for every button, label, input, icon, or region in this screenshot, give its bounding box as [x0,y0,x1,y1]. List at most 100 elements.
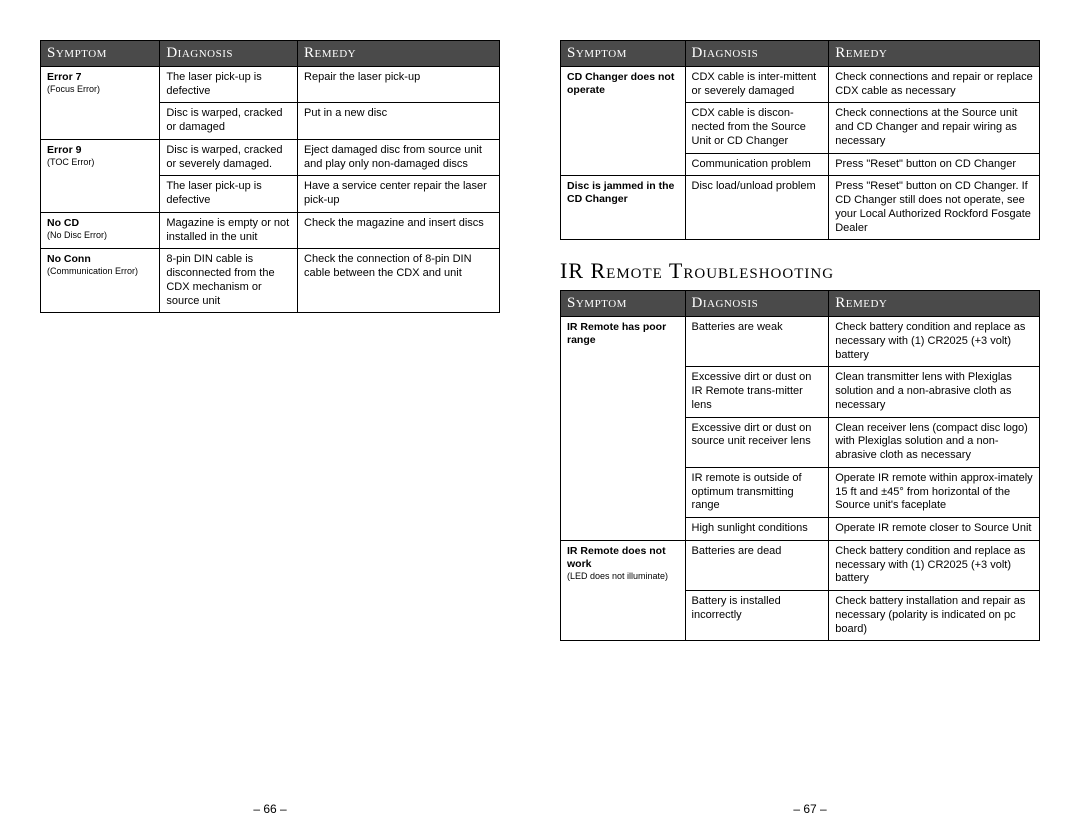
symptom-name: IR Remote does not work [567,545,679,571]
symptom-cell: No Conn(Communication Error) [41,249,160,313]
table-row: Error 9(TOC Error)Disc is warped, cracke… [41,139,500,176]
page-number-right: – 67 – [540,802,1080,816]
symptom-name: No CD [47,217,153,230]
symptom-cell: Disc is jammed in the CD Changer [561,176,686,240]
symptom-name: CD Changer does not operate [567,71,679,97]
symptom-sub: (TOC Error) [47,157,153,168]
diagnosis-cell: Excessive dirt or dust on source unit re… [685,417,829,467]
diagnosis-cell: CDX cable is inter-mittent or severely d… [685,66,829,103]
table-row: Disc is warped, cracked or damagedPut in… [41,103,500,140]
diagnosis-cell: 8-pin DIN cable is disconnected from the… [160,249,298,313]
table-row: Excessive dirt or dust on source unit re… [561,417,1040,467]
col-symptom: Symptom [561,41,686,67]
table-row: High sunlight conditionsOperate IR remot… [561,518,1040,541]
table-row: The laser pick-up is defectiveHave a ser… [41,176,500,213]
diagnosis-cell: Disc is warped, cracked or damaged [160,103,298,140]
remedy-cell: Check battery condition and replace as n… [829,317,1040,367]
remedy-cell: Check battery installation and repair as… [829,591,1040,641]
col-symptom: Symptom [561,291,686,317]
table-header-row: Symptom Diagnosis Remedy [561,41,1040,67]
remedy-cell: Check battery condition and replace as n… [829,540,1040,590]
diagnosis-cell: Batteries are weak [685,317,829,367]
table-row: Disc is jammed in the CD ChangerDisc loa… [561,176,1040,240]
troubleshoot-table-right-top: Symptom Diagnosis Remedy CD Changer does… [560,40,1040,240]
diagnosis-cell: Battery is installed incorrectly [685,591,829,641]
col-symptom: Symptom [41,41,160,67]
symptom-cell [561,103,686,153]
symptom-cell [561,591,686,641]
troubleshoot-table-left: Symptom Diagnosis Remedy Error 7(Focus E… [40,40,500,313]
page-66: Symptom Diagnosis Remedy Error 7(Focus E… [0,0,540,834]
diagnosis-cell: IR remote is outside of optimum transmit… [685,467,829,517]
page-number-left: – 66 – [0,802,540,816]
col-diagnosis: Diagnosis [685,41,829,67]
table-row: CD Changer does not operateCDX cable is … [561,66,1040,103]
remedy-cell: Operate IR remote closer to Source Unit [829,518,1040,541]
symptom-name: IR Remote has poor range [567,321,679,347]
remedy-cell: Press "Reset" button on CD Changer [829,153,1040,176]
symptom-cell: IR Remote does not work(LED does not ill… [561,540,686,590]
diagnosis-cell: The laser pick-up is defective [160,176,298,213]
page-67: Symptom Diagnosis Remedy CD Changer does… [540,0,1080,834]
diagnosis-cell: Magazine is empty or not installed in th… [160,212,298,249]
remedy-cell: Check the connection of 8-pin DIN cable … [298,249,500,313]
symptom-name: Error 9 [47,144,153,157]
symptom-name: Error 7 [47,71,153,84]
symptom-sub: (No Disc Error) [47,230,153,241]
symptom-cell [561,518,686,541]
diagnosis-cell: Disc is warped, cracked or severely dama… [160,139,298,176]
symptom-sub: (Communication Error) [47,266,153,277]
remedy-cell: Check connections and repair or replace … [829,66,1040,103]
symptom-cell [561,367,686,417]
symptom-name: No Conn [47,253,153,266]
table-row: Error 7(Focus Error)The laser pick-up is… [41,66,500,103]
remedy-cell: Repair the laser pick-up [298,66,500,103]
symptom-cell [561,467,686,517]
symptom-cell: Error 9(TOC Error) [41,139,160,176]
table-row: CDX cable is discon-nected from the Sour… [561,103,1040,153]
col-diagnosis: Diagnosis [160,41,298,67]
remedy-cell: Check connections at the Source unit and… [829,103,1040,153]
diagnosis-cell: CDX cable is discon-nected from the Sour… [685,103,829,153]
remedy-cell: Clean transmitter lens with Plexiglas so… [829,367,1040,417]
diagnosis-cell: Disc load/unload problem [685,176,829,240]
table-row: Communication problemPress "Reset" butto… [561,153,1040,176]
symptom-cell [41,103,160,140]
symptom-cell: Error 7(Focus Error) [41,66,160,103]
table-row: IR Remote does not work(LED does not ill… [561,540,1040,590]
col-remedy: Remedy [829,291,1040,317]
symptom-name: Disc is jammed in the CD Changer [567,180,679,206]
remedy-cell: Have a service center repair the laser p… [298,176,500,213]
table-row: No CD(No Disc Error)Magazine is empty or… [41,212,500,249]
remedy-cell: Eject damaged disc from source unit and … [298,139,500,176]
table-row: No Conn(Communication Error)8-pin DIN ca… [41,249,500,313]
diagnosis-cell: Communication problem [685,153,829,176]
col-diagnosis: Diagnosis [685,291,829,317]
diagnosis-cell: The laser pick-up is defective [160,66,298,103]
col-remedy: Remedy [829,41,1040,67]
diagnosis-cell: Batteries are dead [685,540,829,590]
table-row: Excessive dirt or dust on IR Remote tran… [561,367,1040,417]
remedy-cell: Put in a new disc [298,103,500,140]
symptom-cell: CD Changer does not operate [561,66,686,103]
table-header-row: Symptom Diagnosis Remedy [41,41,500,67]
remedy-cell: Clean receiver lens (compact disc logo) … [829,417,1040,467]
symptom-cell [41,176,160,213]
remedy-cell: Press "Reset" button on CD Changer. If C… [829,176,1040,240]
ir-remote-table: Symptom Diagnosis Remedy IR Remote has p… [560,290,1040,641]
remedy-cell: Operate IR remote within approx-imately … [829,467,1040,517]
symptom-sub: (LED does not illuminate) [567,571,679,582]
table-row: IR Remote has poor rangeBatteries are we… [561,317,1040,367]
table-row: Battery is installed incorrectlyCheck ba… [561,591,1040,641]
table-header-row: Symptom Diagnosis Remedy [561,291,1040,317]
symptom-cell [561,153,686,176]
diagnosis-cell: High sunlight conditions [685,518,829,541]
diagnosis-cell: Excessive dirt or dust on IR Remote tran… [685,367,829,417]
section-title-ir: IR Remote Troubleshooting [560,258,1040,284]
symptom-cell [561,417,686,467]
remedy-cell: Check the magazine and insert discs [298,212,500,249]
symptom-cell: No CD(No Disc Error) [41,212,160,249]
symptom-sub: (Focus Error) [47,84,153,95]
col-remedy: Remedy [298,41,500,67]
symptom-cell: IR Remote has poor range [561,317,686,367]
